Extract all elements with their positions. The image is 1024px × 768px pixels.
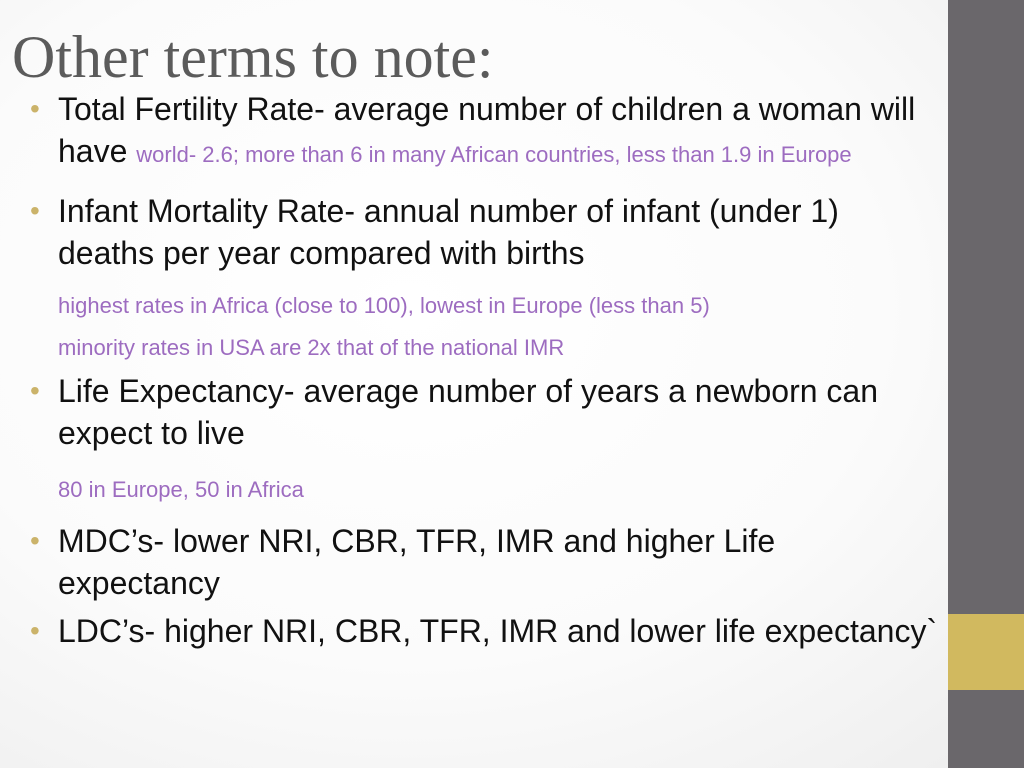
slide-title: Other terms to note: xyxy=(12,24,494,90)
bullet-text: Total Fertility Rate- average number of … xyxy=(58,91,916,169)
note-life-expectancy: 80 in Europe, 50 in Africa xyxy=(58,477,304,502)
bullet-text: Infant Mortality Rate- annual number of … xyxy=(58,193,839,271)
bullet-total-fertility-rate: • Total Fertility Rate- average number o… xyxy=(30,88,940,176)
side-accent-block xyxy=(948,614,1024,690)
bullet-dot-icon: • xyxy=(30,615,40,646)
bullet-text: MDC’s- lower NRI, CBR, TFR, IMR and high… xyxy=(58,523,776,601)
bullet-mdc: • MDC’s- lower NRI, CBR, TFR, IMR and hi… xyxy=(30,520,940,604)
bullet-dot-icon: • xyxy=(30,525,40,556)
bullet-text: Life Expectancy- average number of years… xyxy=(58,373,879,451)
bullet-dot-icon: • xyxy=(30,375,40,406)
bullet-note: world- 2.6; more than 6 in many African … xyxy=(136,142,852,167)
bullet-infant-mortality-rate: • Infant Mortality Rate- annual number o… xyxy=(30,190,940,274)
bullet-ldc: • LDC’s- higher NRI, CBR, TFR, IMR and l… xyxy=(30,610,940,652)
bullet-dot-icon: • xyxy=(30,195,40,226)
bullet-dot-icon: • xyxy=(30,93,40,124)
bullet-text: LDC’s- higher NRI, CBR, TFR, IMR and low… xyxy=(58,613,938,649)
bullet-life-expectancy: • Life Expectancy- average number of yea… xyxy=(30,370,940,454)
bullet-list: • Total Fertility Rate- average number o… xyxy=(30,88,940,658)
note-imr-minority-rates: minority rates in USA are 2x that of the… xyxy=(58,335,565,360)
note-imr-regional-rates: highest rates in Africa (close to 100), … xyxy=(58,293,710,318)
